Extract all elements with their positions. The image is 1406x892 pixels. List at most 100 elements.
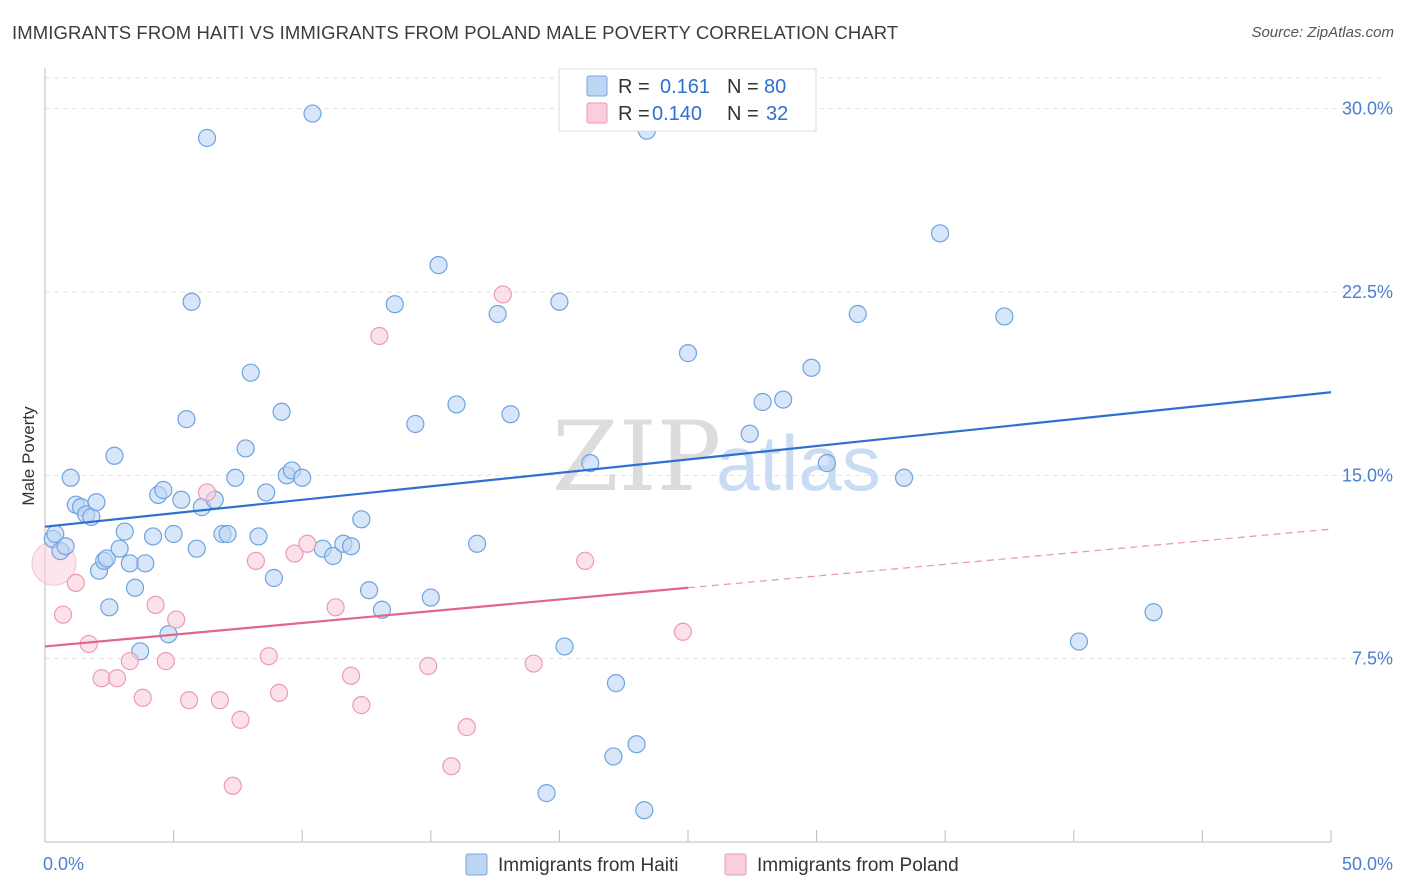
legend-n-label-poland: N = — [727, 103, 759, 125]
stats-legend: R = 0.161 N = 80 R = 0.140 N = 32 — [558, 68, 817, 132]
data-point-haiti — [467, 534, 487, 553]
data-point-haiti — [817, 454, 836, 473]
data-point-poland — [92, 669, 111, 688]
data-point-poland — [341, 666, 361, 685]
data-point-haiti — [303, 104, 322, 123]
data-point-haiti — [550, 292, 569, 311]
data-point-poland — [120, 652, 139, 671]
legend-swatch-haiti — [586, 75, 608, 97]
data-point-haiti — [1069, 632, 1089, 651]
x-tick-label: 0.0% — [43, 854, 84, 874]
source-label: Source: ZipAtlas.com — [1251, 24, 1394, 41]
data-point-haiti — [100, 598, 119, 617]
legend-r-label-haiti: R = — [618, 76, 650, 98]
legend-label-haiti: Immigrants from Haiti — [498, 855, 679, 876]
data-point-haiti — [930, 224, 950, 243]
series-legend: Immigrants from Haiti Immigrants from Po… — [465, 853, 959, 876]
data-point-haiti — [115, 522, 134, 541]
watermark-zip: ZIP — [552, 401, 721, 513]
data-point-haiti — [218, 524, 237, 544]
trend-line-haiti — [44, 391, 1332, 528]
data-point-haiti — [341, 537, 361, 556]
data-point-poland — [107, 669, 127, 688]
data-point-haiti — [753, 392, 772, 412]
data-point-poland — [210, 691, 229, 710]
data-point-poland — [53, 605, 73, 624]
data-point-haiti — [537, 784, 556, 803]
legend-swatch-bottom-haiti — [465, 853, 488, 876]
trend-lines — [44, 391, 1332, 648]
data-point-poland — [167, 610, 186, 629]
legend-swatch-poland — [586, 102, 608, 124]
data-point-poland — [352, 696, 371, 715]
legend-n-value-poland: 32 — [766, 103, 788, 125]
data-point-poland — [370, 326, 389, 346]
data-point-haiti — [197, 128, 217, 148]
data-point-haiti — [359, 581, 379, 600]
data-point-haiti — [249, 527, 268, 546]
x-tick-label: 50.0% — [1342, 854, 1393, 874]
legend-r-value-poland: 0.140 — [652, 103, 702, 125]
data-point-haiti — [385, 295, 404, 314]
data-point-haiti — [61, 468, 80, 487]
data-point-haiti — [406, 414, 425, 434]
data-point-haiti — [87, 493, 106, 512]
data-point-poland — [269, 683, 289, 702]
data-point-poland — [146, 595, 165, 614]
data-point-haiti — [323, 546, 343, 566]
data-point-poland — [246, 551, 266, 570]
data-point-haiti — [774, 390, 793, 409]
y-tick-label: 15.0% — [1342, 465, 1393, 485]
data-point-haiti — [272, 402, 291, 421]
data-point-haiti — [352, 510, 371, 529]
data-point-poland — [179, 691, 199, 710]
legend-r-value-haiti: 0.161 — [660, 76, 710, 98]
data-point-poland — [442, 757, 461, 776]
data-point-poland — [524, 654, 543, 673]
data-point-haiti — [187, 539, 206, 558]
data-point-haiti — [105, 446, 124, 465]
y-tick-label: 22.5% — [1342, 282, 1393, 302]
data-point-poland — [66, 573, 85, 592]
data-point-haiti — [1144, 603, 1163, 622]
data-point-haiti — [995, 307, 1014, 326]
data-point-haiti — [421, 588, 440, 607]
data-point-haiti — [555, 637, 574, 656]
y-tick-labels: 7.5% 15.0% 22.5% 30.0% — [1342, 99, 1393, 669]
data-point-poland — [259, 647, 278, 666]
data-point-poland — [133, 688, 152, 707]
data-point-poland — [285, 544, 304, 563]
data-point-haiti — [447, 395, 466, 414]
data-point-poland — [419, 656, 438, 676]
data-point-haiti — [429, 256, 448, 275]
data-point-haiti — [226, 468, 245, 487]
data-point-poland — [493, 285, 512, 304]
data-point-poland — [298, 534, 317, 553]
data-point-haiti — [848, 304, 867, 324]
watermark-atlas: atlas — [716, 419, 881, 507]
data-point-haiti — [241, 363, 260, 382]
data-point-haiti — [154, 480, 173, 500]
legend-label-poland: Immigrants from Poland — [757, 855, 959, 876]
data-point-haiti — [257, 483, 276, 502]
data-point-haiti — [581, 454, 600, 473]
y-axis-label: Male Poverty — [19, 406, 38, 506]
data-point-haiti — [264, 568, 284, 588]
watermark: ZIP atlas — [552, 401, 881, 513]
data-point-poland — [326, 598, 345, 617]
data-point-haiti — [172, 490, 191, 509]
data-point-haiti — [97, 549, 116, 568]
data-point-haiti — [372, 600, 392, 619]
axes — [44, 68, 1332, 843]
data-point-haiti — [125, 578, 145, 597]
data-point-haiti — [120, 554, 139, 573]
data-point-haiti — [740, 424, 759, 443]
data-point-poland — [223, 776, 242, 795]
y-tick-label: 30.0% — [1342, 99, 1393, 119]
data-points — [31, 104, 1163, 820]
data-point-poland — [197, 483, 217, 502]
data-point-poland — [576, 551, 595, 570]
data-point-haiti — [110, 539, 129, 558]
data-point-haiti — [182, 292, 201, 311]
